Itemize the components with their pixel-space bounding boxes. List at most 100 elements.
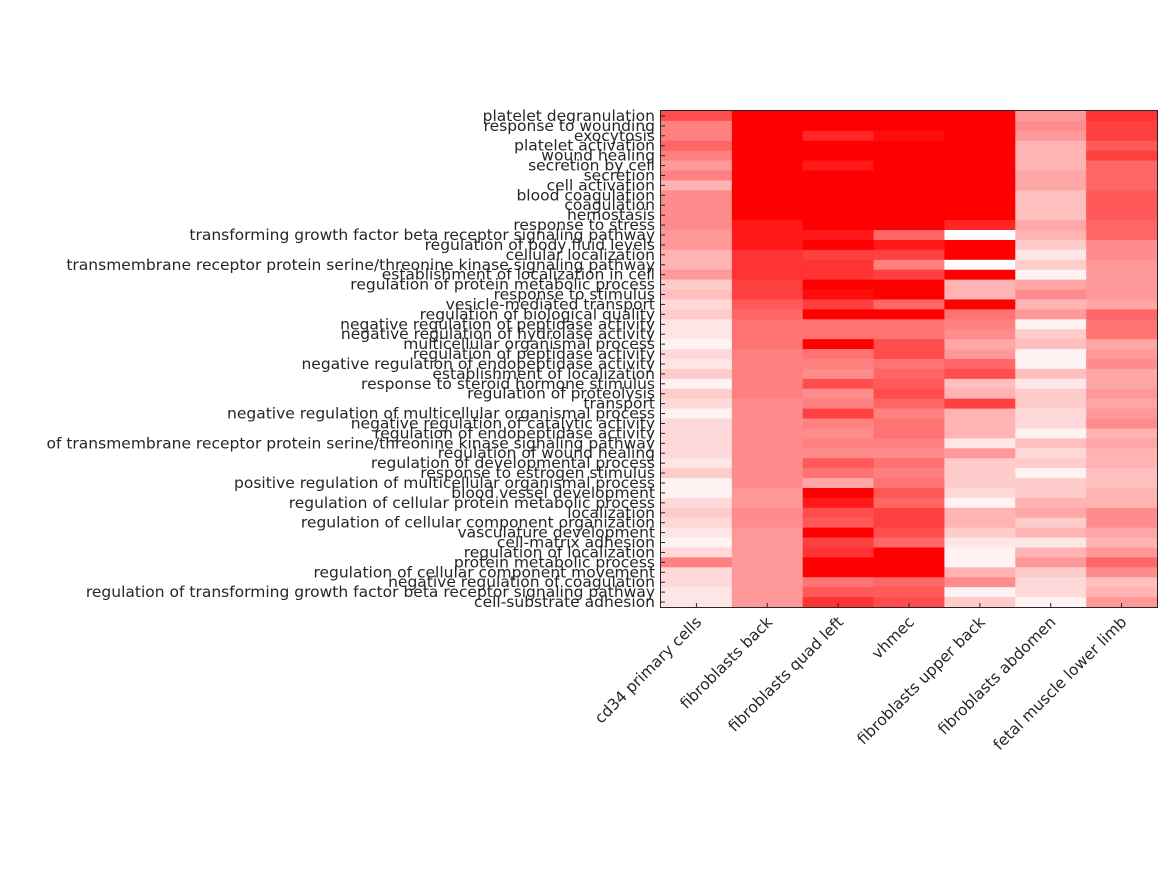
heatmap-cell — [731, 428, 804, 439]
heatmap-cell — [731, 408, 804, 420]
heatmap-cell — [661, 299, 733, 310]
heatmap-cell — [661, 428, 733, 439]
heatmap-cell — [873, 487, 946, 499]
heatmap-cell — [1015, 269, 1087, 281]
heatmap-cell — [661, 557, 733, 568]
row-label: transforming growth factor beta receptor… — [189, 226, 655, 244]
heatmap-cell — [731, 111, 804, 122]
heatmap-cell — [873, 140, 946, 152]
heatmap-cell — [1086, 111, 1158, 122]
heatmap-cell — [944, 309, 1016, 320]
heatmap-cell — [1015, 200, 1087, 211]
heatmap-cell — [873, 120, 946, 132]
heatmap-cell — [731, 249, 804, 261]
heatmap-cell — [1086, 398, 1158, 410]
heatmap-cell — [731, 378, 804, 390]
heatmap-cell — [802, 468, 875, 479]
heatmap-cell — [873, 557, 946, 568]
row-label: response to steroid hormone stimulus — [361, 375, 655, 393]
heatmap-cell — [802, 210, 875, 221]
row-label: regulation of protein metabolic process — [350, 276, 655, 294]
heatmap-cell — [802, 349, 875, 360]
row-label: blood vessel development — [451, 484, 655, 502]
heatmap-cell — [1015, 349, 1087, 360]
heatmap-cell — [731, 200, 804, 211]
row-label: vesicle-mediated transport — [446, 295, 655, 313]
heatmap-cell — [944, 448, 1016, 459]
heatmap-cell — [802, 507, 875, 519]
heatmap-cell — [1086, 140, 1158, 152]
heatmap-cell — [661, 418, 733, 430]
heatmap-cell — [944, 468, 1016, 479]
heatmap-cell — [802, 190, 875, 201]
heatmap-cell — [944, 279, 1016, 291]
row-label: negative regulation of coagulation — [388, 573, 655, 591]
heatmap-cell — [661, 438, 733, 449]
heatmap-cell — [944, 487, 1016, 499]
heatmap-cell — [1086, 279, 1158, 291]
heatmap-cell — [1015, 448, 1087, 459]
heatmap-cell — [873, 269, 946, 281]
row-label: platelet degranulation — [483, 107, 655, 125]
heatmap-cell — [1086, 349, 1158, 360]
heatmap-cell — [1015, 418, 1087, 430]
heatmap-cell — [661, 111, 733, 122]
heatmap-cell — [1015, 388, 1087, 400]
heatmap-cell — [944, 299, 1016, 310]
heatmap-cell — [661, 517, 733, 529]
heatmap-cell — [873, 309, 946, 320]
heatmap-cell — [1086, 448, 1158, 459]
heatmap-cell — [802, 478, 875, 489]
heatmap-cell — [873, 398, 946, 410]
heatmap-cell — [661, 458, 733, 469]
heatmap-cell — [661, 289, 733, 301]
row-label: regulation of biological quality — [420, 305, 655, 323]
heatmap-cell — [661, 339, 733, 350]
row-label: hemostasis — [567, 206, 655, 224]
heatmap-cell — [802, 150, 875, 162]
row-label: of transmembrane receptor protein serine… — [46, 434, 655, 452]
heatmap-cell — [1086, 507, 1158, 519]
heatmap-cell — [1086, 557, 1158, 568]
heatmap-cell — [1015, 438, 1087, 449]
heatmap-cell — [1086, 259, 1158, 271]
heatmap-cell — [1086, 160, 1158, 172]
heatmap-cell — [1015, 309, 1087, 320]
heatmap-cell — [802, 140, 875, 152]
heatmap-cell — [661, 388, 733, 400]
heatmap-cell — [731, 329, 804, 340]
heatmap-cell — [944, 577, 1016, 588]
heatmap-cell — [944, 478, 1016, 489]
heatmap-cell — [1015, 140, 1087, 152]
column-label: fibroblasts upper back — [854, 613, 989, 748]
heatmap-cell — [661, 319, 733, 330]
heatmap-cell — [1015, 289, 1087, 301]
row-label: exocytosis — [574, 127, 655, 145]
heatmap-cell — [661, 269, 733, 281]
heatmap-cell — [661, 309, 733, 320]
heatmap-cell — [1086, 289, 1158, 301]
heatmap-cell — [1086, 378, 1158, 390]
heatmap-cell — [731, 527, 804, 539]
heatmap-cell — [944, 130, 1016, 142]
heatmap-cell — [731, 458, 804, 469]
heatmap-cell — [944, 180, 1016, 191]
heatmap-cell — [1015, 557, 1087, 568]
heatmap-cell — [873, 319, 946, 330]
heatmap-cell — [1086, 587, 1158, 598]
heatmap-cell — [1015, 527, 1087, 539]
heatmap-cell — [944, 507, 1016, 519]
heatmap-cell — [661, 249, 733, 261]
heatmap-cell — [944, 567, 1016, 578]
heatmap-cell — [731, 339, 804, 350]
row-label: cell-substrate adhesion — [474, 593, 655, 611]
heatmap-cell — [873, 468, 946, 479]
heatmap-cell — [731, 259, 804, 271]
heatmap-cell — [802, 170, 875, 182]
heatmap-cell — [731, 597, 804, 608]
heatmap-cell — [1086, 329, 1158, 340]
row-label: regulation of wound healing — [438, 444, 655, 462]
heatmap-cell — [731, 190, 804, 201]
heatmap-cell — [873, 438, 946, 449]
